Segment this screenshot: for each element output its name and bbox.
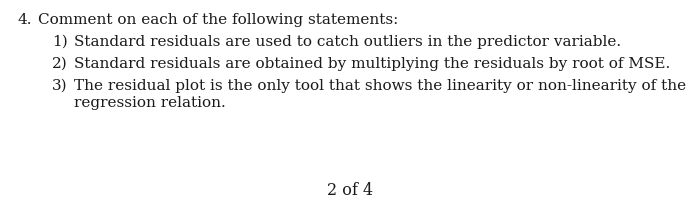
Text: 2): 2) xyxy=(52,57,68,71)
Text: regression relation.: regression relation. xyxy=(74,96,225,110)
Text: Standard residuals are used to catch outliers in the predictor variable.: Standard residuals are used to catch out… xyxy=(74,35,621,49)
Text: Standard residuals are obtained by multiplying the residuals by root of MSE.: Standard residuals are obtained by multi… xyxy=(74,57,671,71)
Text: The residual plot is the only tool that shows the linearity or non-linearity of : The residual plot is the only tool that … xyxy=(74,79,686,93)
Text: 3): 3) xyxy=(52,79,68,93)
Text: 1): 1) xyxy=(52,35,68,49)
Text: 4.: 4. xyxy=(18,13,32,27)
Text: 2 of 4: 2 of 4 xyxy=(327,182,373,199)
Text: Comment on each of the following statements:: Comment on each of the following stateme… xyxy=(38,13,398,27)
